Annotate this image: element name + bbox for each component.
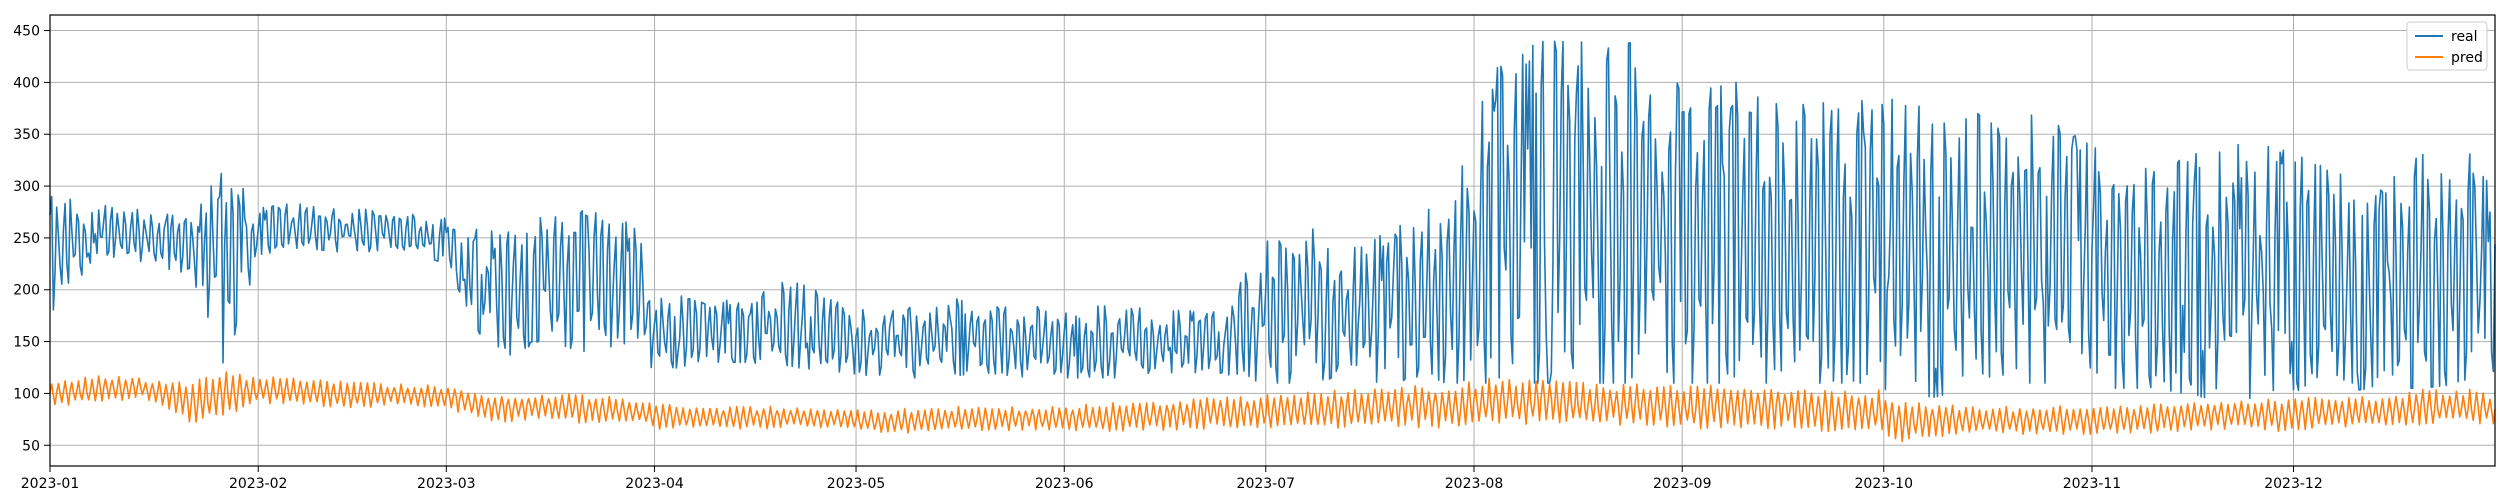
y-tick-label: 50 [22,438,40,454]
grid [49,15,2495,466]
x-tick-label: 2023-04 [625,476,684,492]
legend: real pred [2406,21,2488,71]
y-tick-label: 100 [13,386,40,402]
plot-frame [49,14,2496,467]
y-tick-label: 400 [13,75,40,91]
x-tick-label: 2023-09 [1653,476,1712,492]
x-axis: 2023-01 2023-02 2023-03 2023-04 2023-05 2023-… [21,466,2323,492]
x-tick-label: 2023-03 [417,476,476,492]
y-tick-label: 200 [13,283,40,299]
y-tick-label: 250 [13,231,40,247]
x-tick-label: 2023-11 [2063,476,2122,492]
series-line-real [49,40,2496,399]
legend-label-pred: pred [2451,50,2483,66]
y-tick-label: 150 [13,335,40,351]
x-tick-label: 2023-08 [1445,476,1504,492]
x-tick-label: 2023-02 [229,476,288,492]
x-tick-label: 2023-01 [21,476,80,492]
legend-label-real: real [2451,29,2478,45]
series-layer [49,40,2496,443]
series-line-pred [49,371,2496,443]
y-tick-label: 300 [13,179,40,195]
y-tick-label: 350 [13,127,40,143]
x-tick-label: 2023-10 [1855,476,1914,492]
x-tick-label: 2023-12 [2264,476,2323,492]
x-tick-label: 2023-05 [827,476,886,492]
x-tick-label: 2023-07 [1237,476,1296,492]
y-axis: 50 100 150 200 250 300 350 400 450 [13,24,50,454]
y-tick-label: 450 [13,24,40,40]
x-tick-label: 2023-06 [1035,476,1094,492]
